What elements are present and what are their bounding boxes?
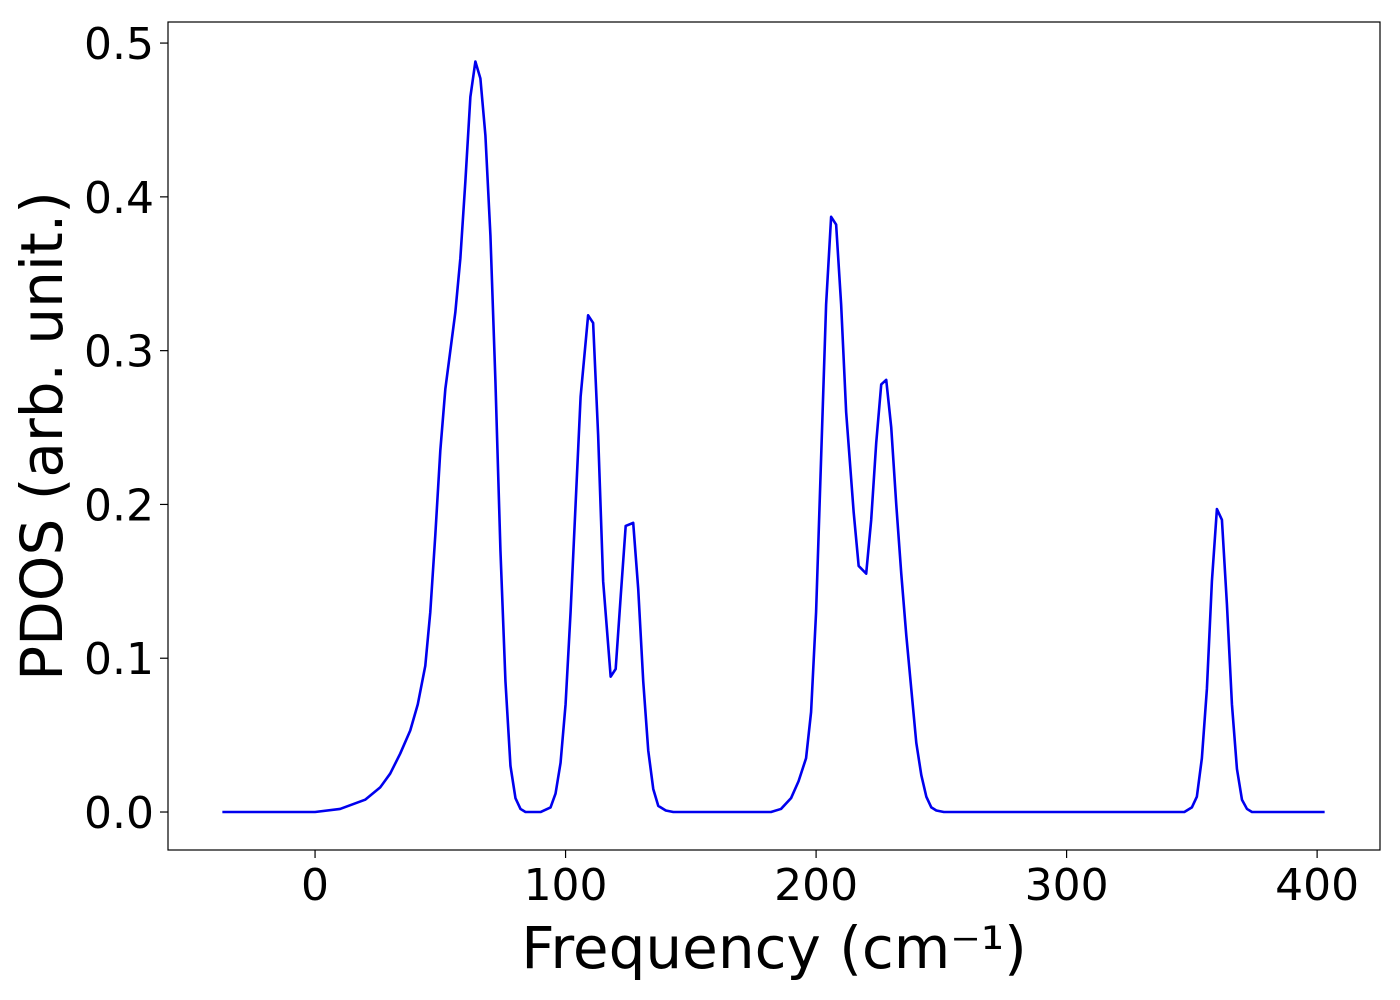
y-tick-label: 0.1 [84, 634, 154, 685]
y-tick-label: 0.3 [84, 327, 154, 378]
x-tick-label: 100 [524, 860, 608, 911]
x-tick-label: 200 [774, 860, 858, 911]
x-tick-label: 0 [301, 860, 329, 911]
x-axis-label: Frequency (cm⁻¹) [521, 914, 1027, 982]
x-tick-label: 400 [1275, 860, 1359, 911]
y-tick-label: 0.2 [84, 480, 154, 531]
y-tick-label: 0.4 [84, 173, 154, 224]
y-tick-label: 0.0 [84, 788, 154, 839]
y-axis-label: PDOS (arb. unit.) [8, 191, 76, 681]
line-series [222, 60, 1325, 814]
x-tick-label: 300 [1025, 860, 1109, 911]
y-tick-label: 0.5 [84, 19, 154, 70]
plot-frame [167, 21, 1381, 851]
